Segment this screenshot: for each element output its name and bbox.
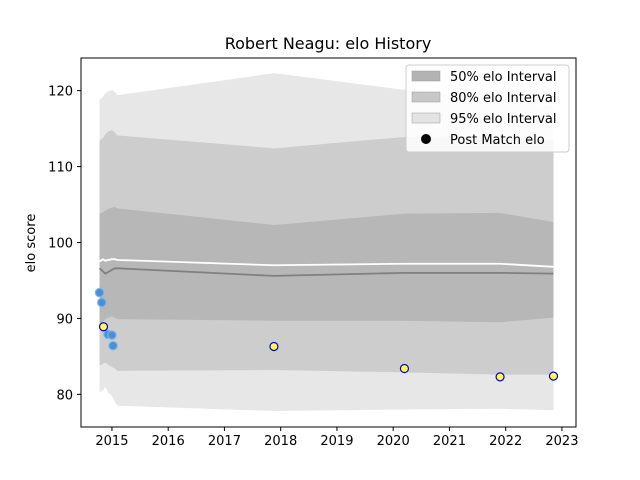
chart-title: Robert Neagu: elo History <box>225 34 432 53</box>
x-tick-label: 2021 <box>433 434 466 449</box>
legend-swatch <box>411 70 441 82</box>
plot-area: 2015 2016 2017 2018 2019 2020 2021 2022 2023 80 90… <box>48 57 578 449</box>
legend-box <box>405 64 570 153</box>
x-tick-label: 2016 <box>152 434 185 449</box>
x-tick-label: 2019 <box>320 434 353 449</box>
x-tick-label: 2018 <box>264 434 297 449</box>
pre-match-point <box>108 340 118 351</box>
post-match-point <box>495 372 505 382</box>
x-tick-label: 2015 <box>95 434 128 449</box>
legend-label: 50% elo Interval <box>450 70 557 85</box>
band-p50 <box>99 206 554 325</box>
legend-label: Post Match elo <box>450 133 545 148</box>
x-tick-label: 2022 <box>489 434 522 449</box>
pre-match-point <box>107 330 117 340</box>
y-tick-label: 90 <box>56 312 73 327</box>
x-tick-label: 2017 <box>208 434 241 449</box>
post-match-point <box>548 371 559 381</box>
legend-swatch <box>411 112 441 124</box>
x-tick-label: 2023 <box>545 434 578 449</box>
y-tick-label: 100 <box>48 237 73 252</box>
pre-match-point <box>94 287 105 298</box>
mean-elo-line <box>99 258 554 268</box>
legend-marker <box>421 134 431 144</box>
legend-label: 95% elo Interval <box>450 112 557 127</box>
legend-label: 80% elo Interval <box>450 91 557 106</box>
y-tick-label: 80 <box>56 388 73 403</box>
legend: 50% elo Interval 80% elo Interval 95% elo … <box>405 64 570 153</box>
y-tick-label: 110 <box>48 161 73 176</box>
y-tick-label: 120 <box>48 85 73 100</box>
pre-match-point <box>97 297 107 308</box>
post-match-point <box>98 322 109 332</box>
post-match-point <box>269 341 279 352</box>
x-tick-label: 2020 <box>377 434 410 449</box>
post-match-point <box>399 363 410 374</box>
y-axis-label: elo score <box>24 214 39 273</box>
median-elo-line <box>98 267 554 277</box>
legend-swatch <box>411 91 441 103</box>
